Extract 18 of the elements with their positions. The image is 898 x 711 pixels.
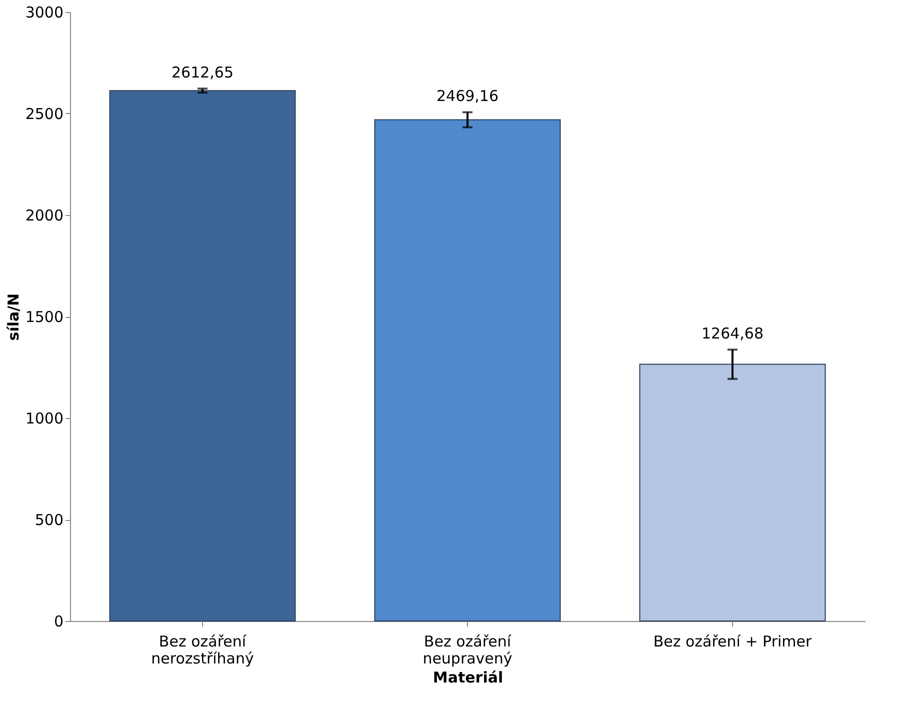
data-label: 2612,65 (171, 64, 234, 82)
y-tick-label: 1500 (25, 308, 64, 326)
x-axis-title: Materiál (432, 668, 504, 686)
bar (109, 90, 296, 622)
x-tick-label: Bez ozáření + Primer (653, 632, 813, 650)
y-tick-label: 1000 (25, 410, 64, 428)
x-tick-label: Bez ozáření neupravený (422, 632, 512, 668)
x-tick-label: Bez ozáření nerozstříhaný (151, 632, 254, 668)
bar (639, 364, 826, 622)
y-tick-label: 0 (54, 612, 64, 630)
y-axis-title: síla/N (4, 293, 22, 341)
bar (374, 119, 561, 622)
y-tick-label: 500 (34, 511, 64, 529)
y-tick-label: 2500 (25, 105, 64, 123)
y-tick-label: 2000 (25, 206, 64, 224)
y-tick-label: 3000 (25, 4, 64, 22)
data-label: 1264,68 (701, 324, 764, 343)
data-label: 2469,16 (436, 87, 499, 106)
